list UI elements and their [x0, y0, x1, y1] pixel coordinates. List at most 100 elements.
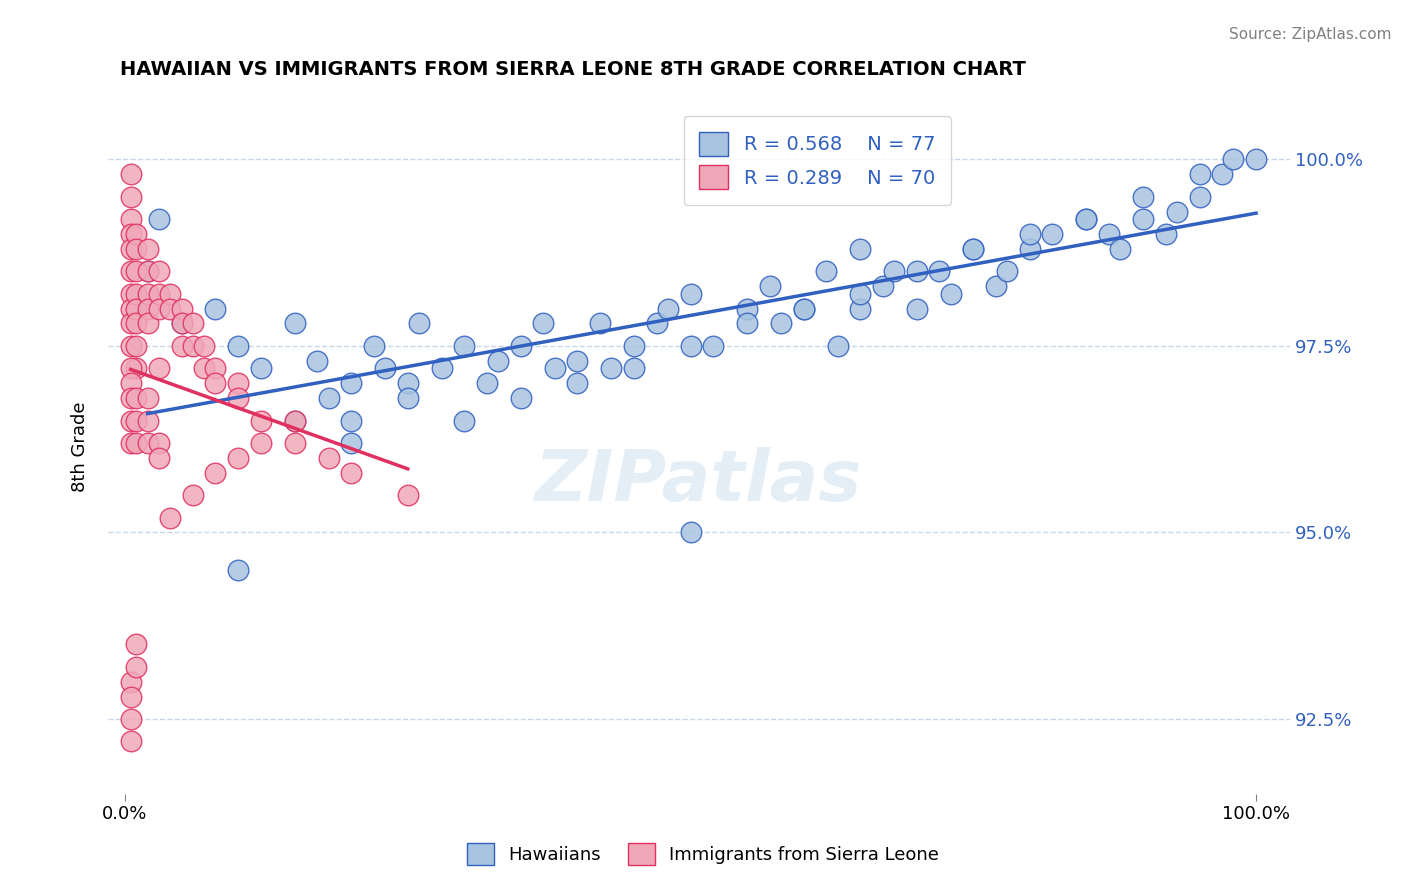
Point	[793, 301, 815, 316]
Point	[120, 436, 142, 450]
Point	[849, 242, 872, 256]
Point	[148, 361, 170, 376]
Point	[159, 510, 181, 524]
Point	[284, 317, 307, 331]
Point	[284, 436, 307, 450]
Point	[120, 212, 142, 227]
Point	[735, 301, 758, 316]
Point	[226, 563, 249, 577]
Point	[120, 674, 142, 689]
Point	[125, 391, 148, 405]
Point	[995, 264, 1018, 278]
Point	[136, 242, 159, 256]
Point	[181, 488, 204, 502]
Point	[125, 339, 148, 353]
Point	[1018, 242, 1040, 256]
Point	[136, 391, 159, 405]
Point	[340, 376, 363, 391]
Point	[136, 264, 159, 278]
Point	[136, 413, 159, 427]
Point	[1188, 189, 1211, 203]
Point	[984, 279, 1007, 293]
Point	[396, 391, 419, 405]
Point	[125, 264, 148, 278]
Point	[1154, 227, 1177, 241]
Point	[148, 286, 170, 301]
Point	[1244, 153, 1267, 167]
Legend: Hawaiians, Immigrants from Sierra Leone: Hawaiians, Immigrants from Sierra Leone	[457, 834, 949, 874]
Point	[120, 167, 142, 181]
Point	[1166, 204, 1188, 219]
Point	[623, 361, 645, 376]
Point	[249, 413, 271, 427]
Point	[136, 301, 159, 316]
Point	[120, 376, 142, 391]
Point	[120, 413, 142, 427]
Point	[567, 353, 589, 368]
Point	[136, 286, 159, 301]
Point	[170, 339, 193, 353]
Point	[136, 317, 159, 331]
Text: ZIPatlas: ZIPatlas	[536, 447, 863, 516]
Point	[284, 413, 307, 427]
Point	[120, 242, 142, 256]
Point	[318, 391, 340, 405]
Point	[1211, 167, 1233, 181]
Point	[815, 264, 838, 278]
Point	[905, 301, 928, 316]
Point	[148, 436, 170, 450]
Point	[793, 301, 815, 316]
Point	[758, 279, 780, 293]
Point	[159, 301, 181, 316]
Point	[928, 264, 950, 278]
Point	[600, 361, 623, 376]
Point	[148, 301, 170, 316]
Point	[125, 660, 148, 674]
Point	[181, 339, 204, 353]
Point	[1018, 227, 1040, 241]
Point	[125, 301, 148, 316]
Point	[340, 436, 363, 450]
Point	[120, 734, 142, 748]
Point	[193, 339, 215, 353]
Legend: R = 0.568    N = 77, R = 0.289    N = 70: R = 0.568 N = 77, R = 0.289 N = 70	[683, 116, 950, 204]
Point	[1098, 227, 1121, 241]
Point	[204, 361, 226, 376]
Point	[1188, 167, 1211, 181]
Point	[120, 301, 142, 316]
Point	[120, 712, 142, 726]
Point	[148, 212, 170, 227]
Y-axis label: 8th Grade: 8th Grade	[72, 401, 89, 491]
Point	[170, 301, 193, 316]
Point	[509, 339, 531, 353]
Point	[905, 264, 928, 278]
Point	[735, 317, 758, 331]
Point	[408, 317, 430, 331]
Point	[120, 189, 142, 203]
Point	[453, 339, 475, 353]
Point	[120, 391, 142, 405]
Point	[159, 286, 181, 301]
Point	[120, 690, 142, 704]
Point	[226, 376, 249, 391]
Point	[170, 317, 193, 331]
Point	[396, 376, 419, 391]
Point	[679, 525, 702, 540]
Point	[486, 353, 509, 368]
Point	[1132, 212, 1154, 227]
Text: HAWAIIAN VS IMMIGRANTS FROM SIERRA LEONE 8TH GRADE CORRELATION CHART: HAWAIIAN VS IMMIGRANTS FROM SIERRA LEONE…	[120, 60, 1026, 78]
Point	[883, 264, 905, 278]
Point	[453, 413, 475, 427]
Point	[645, 317, 668, 331]
Point	[125, 242, 148, 256]
Point	[226, 450, 249, 465]
Point	[544, 361, 567, 376]
Point	[340, 413, 363, 427]
Point	[827, 339, 849, 353]
Point	[589, 317, 612, 331]
Text: Source: ZipAtlas.com: Source: ZipAtlas.com	[1229, 27, 1392, 42]
Point	[120, 264, 142, 278]
Point	[148, 450, 170, 465]
Point	[136, 436, 159, 450]
Point	[1222, 153, 1244, 167]
